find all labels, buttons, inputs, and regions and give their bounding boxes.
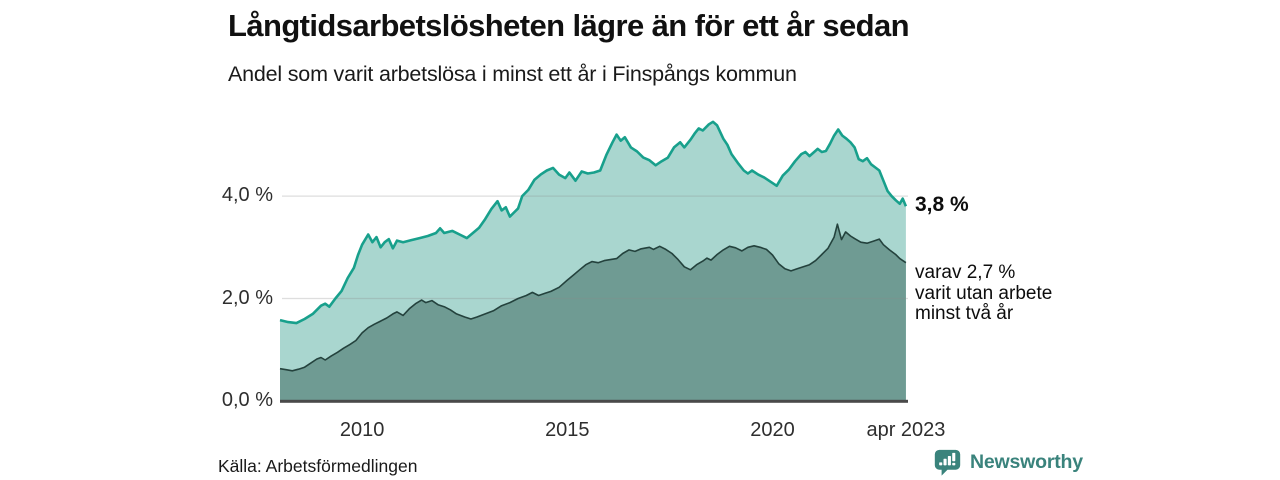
annotation-line: varav 2,7 % xyxy=(915,261,1016,283)
newsworthy-brand: Newsworthy xyxy=(933,448,1083,477)
mini-bar-chart-glyph xyxy=(939,452,956,466)
y-tick-label: 2,0 % xyxy=(221,286,273,309)
x-tick-label: 2015 xyxy=(545,419,590,441)
x-tick-label: 2010 xyxy=(339,419,385,441)
newsworthy-wordmark: Newsworthy xyxy=(970,451,1083,473)
annotation-line: varit utan arbete xyxy=(915,282,1053,304)
y-tick-label: 4,0 % xyxy=(221,184,273,207)
area-chart xyxy=(279,120,908,403)
chart-subtitle: Andel som varit arbetslösa i minst ett å… xyxy=(228,62,797,86)
end-value-label-total: 3,8 % xyxy=(915,193,969,217)
line-total xyxy=(279,120,908,325)
newsworthy-logo-icon xyxy=(934,449,961,476)
area-two-years xyxy=(280,224,906,401)
page-title: Långtidsarbetslösheten lägre än för ett … xyxy=(228,8,910,43)
source-note: Källa: Arbetsförmedlingen xyxy=(218,456,418,476)
end-value-label-two-years: varav 2,7 % varit utan arbete minst två år xyxy=(915,261,1053,326)
x-tick-label: 2020 xyxy=(750,419,795,441)
x-tick-label: apr 2023 xyxy=(866,419,946,441)
line-two-years xyxy=(279,223,907,372)
x-axis-line xyxy=(280,399,908,403)
y-tick-label: 0,0 % xyxy=(221,389,273,411)
annotation-line: minst två år xyxy=(915,303,1014,325)
